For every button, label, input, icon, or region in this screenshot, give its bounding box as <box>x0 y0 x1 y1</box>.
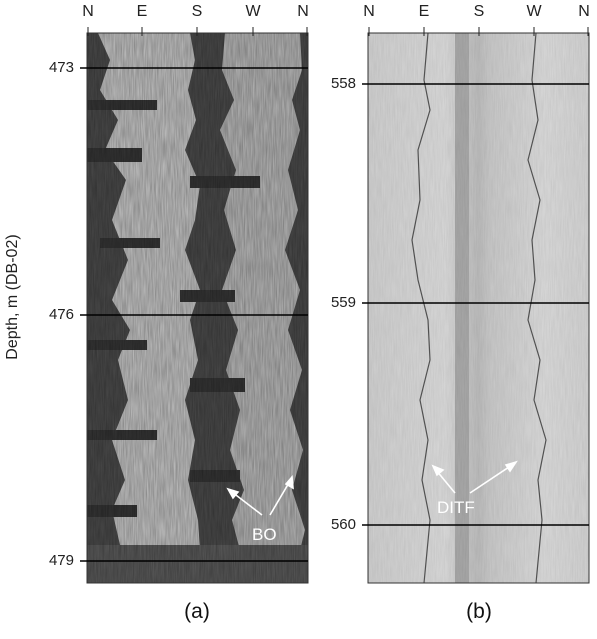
y-axis-label: Depth, m (DB-02) <box>4 234 21 360</box>
panel-b-image <box>368 33 589 583</box>
compass-label: S <box>473 3 485 20</box>
annotation-arrows <box>226 460 518 516</box>
depth-tick-label: 558 <box>330 75 356 92</box>
depth-tick-label: 473 <box>48 59 74 76</box>
compass-label: N <box>297 3 309 20</box>
depth-tick-label: 476 <box>48 306 74 323</box>
compass-label: N <box>82 3 94 20</box>
compass-ticks <box>87 27 589 36</box>
compass-label: E <box>418 3 430 20</box>
compass-label: N <box>578 3 590 20</box>
depth-tick-label: 559 <box>330 294 356 311</box>
panel-a-caption: (a) <box>184 600 210 623</box>
compass-label: S <box>191 3 203 20</box>
breakout-annotation: BO <box>252 525 277 544</box>
compass-label: W <box>245 3 261 20</box>
depth-tick-label: 479 <box>48 552 74 569</box>
ditf-annotation: DITF <box>437 498 475 517</box>
panel-a-image <box>87 33 308 583</box>
compass-label: E <box>136 3 148 20</box>
compass-label: N <box>363 3 375 20</box>
depth-tick-label: 560 <box>330 516 356 533</box>
depth-lines <box>80 67 589 562</box>
panel-b-caption: (b) <box>466 600 492 623</box>
compass-label: W <box>526 3 542 20</box>
